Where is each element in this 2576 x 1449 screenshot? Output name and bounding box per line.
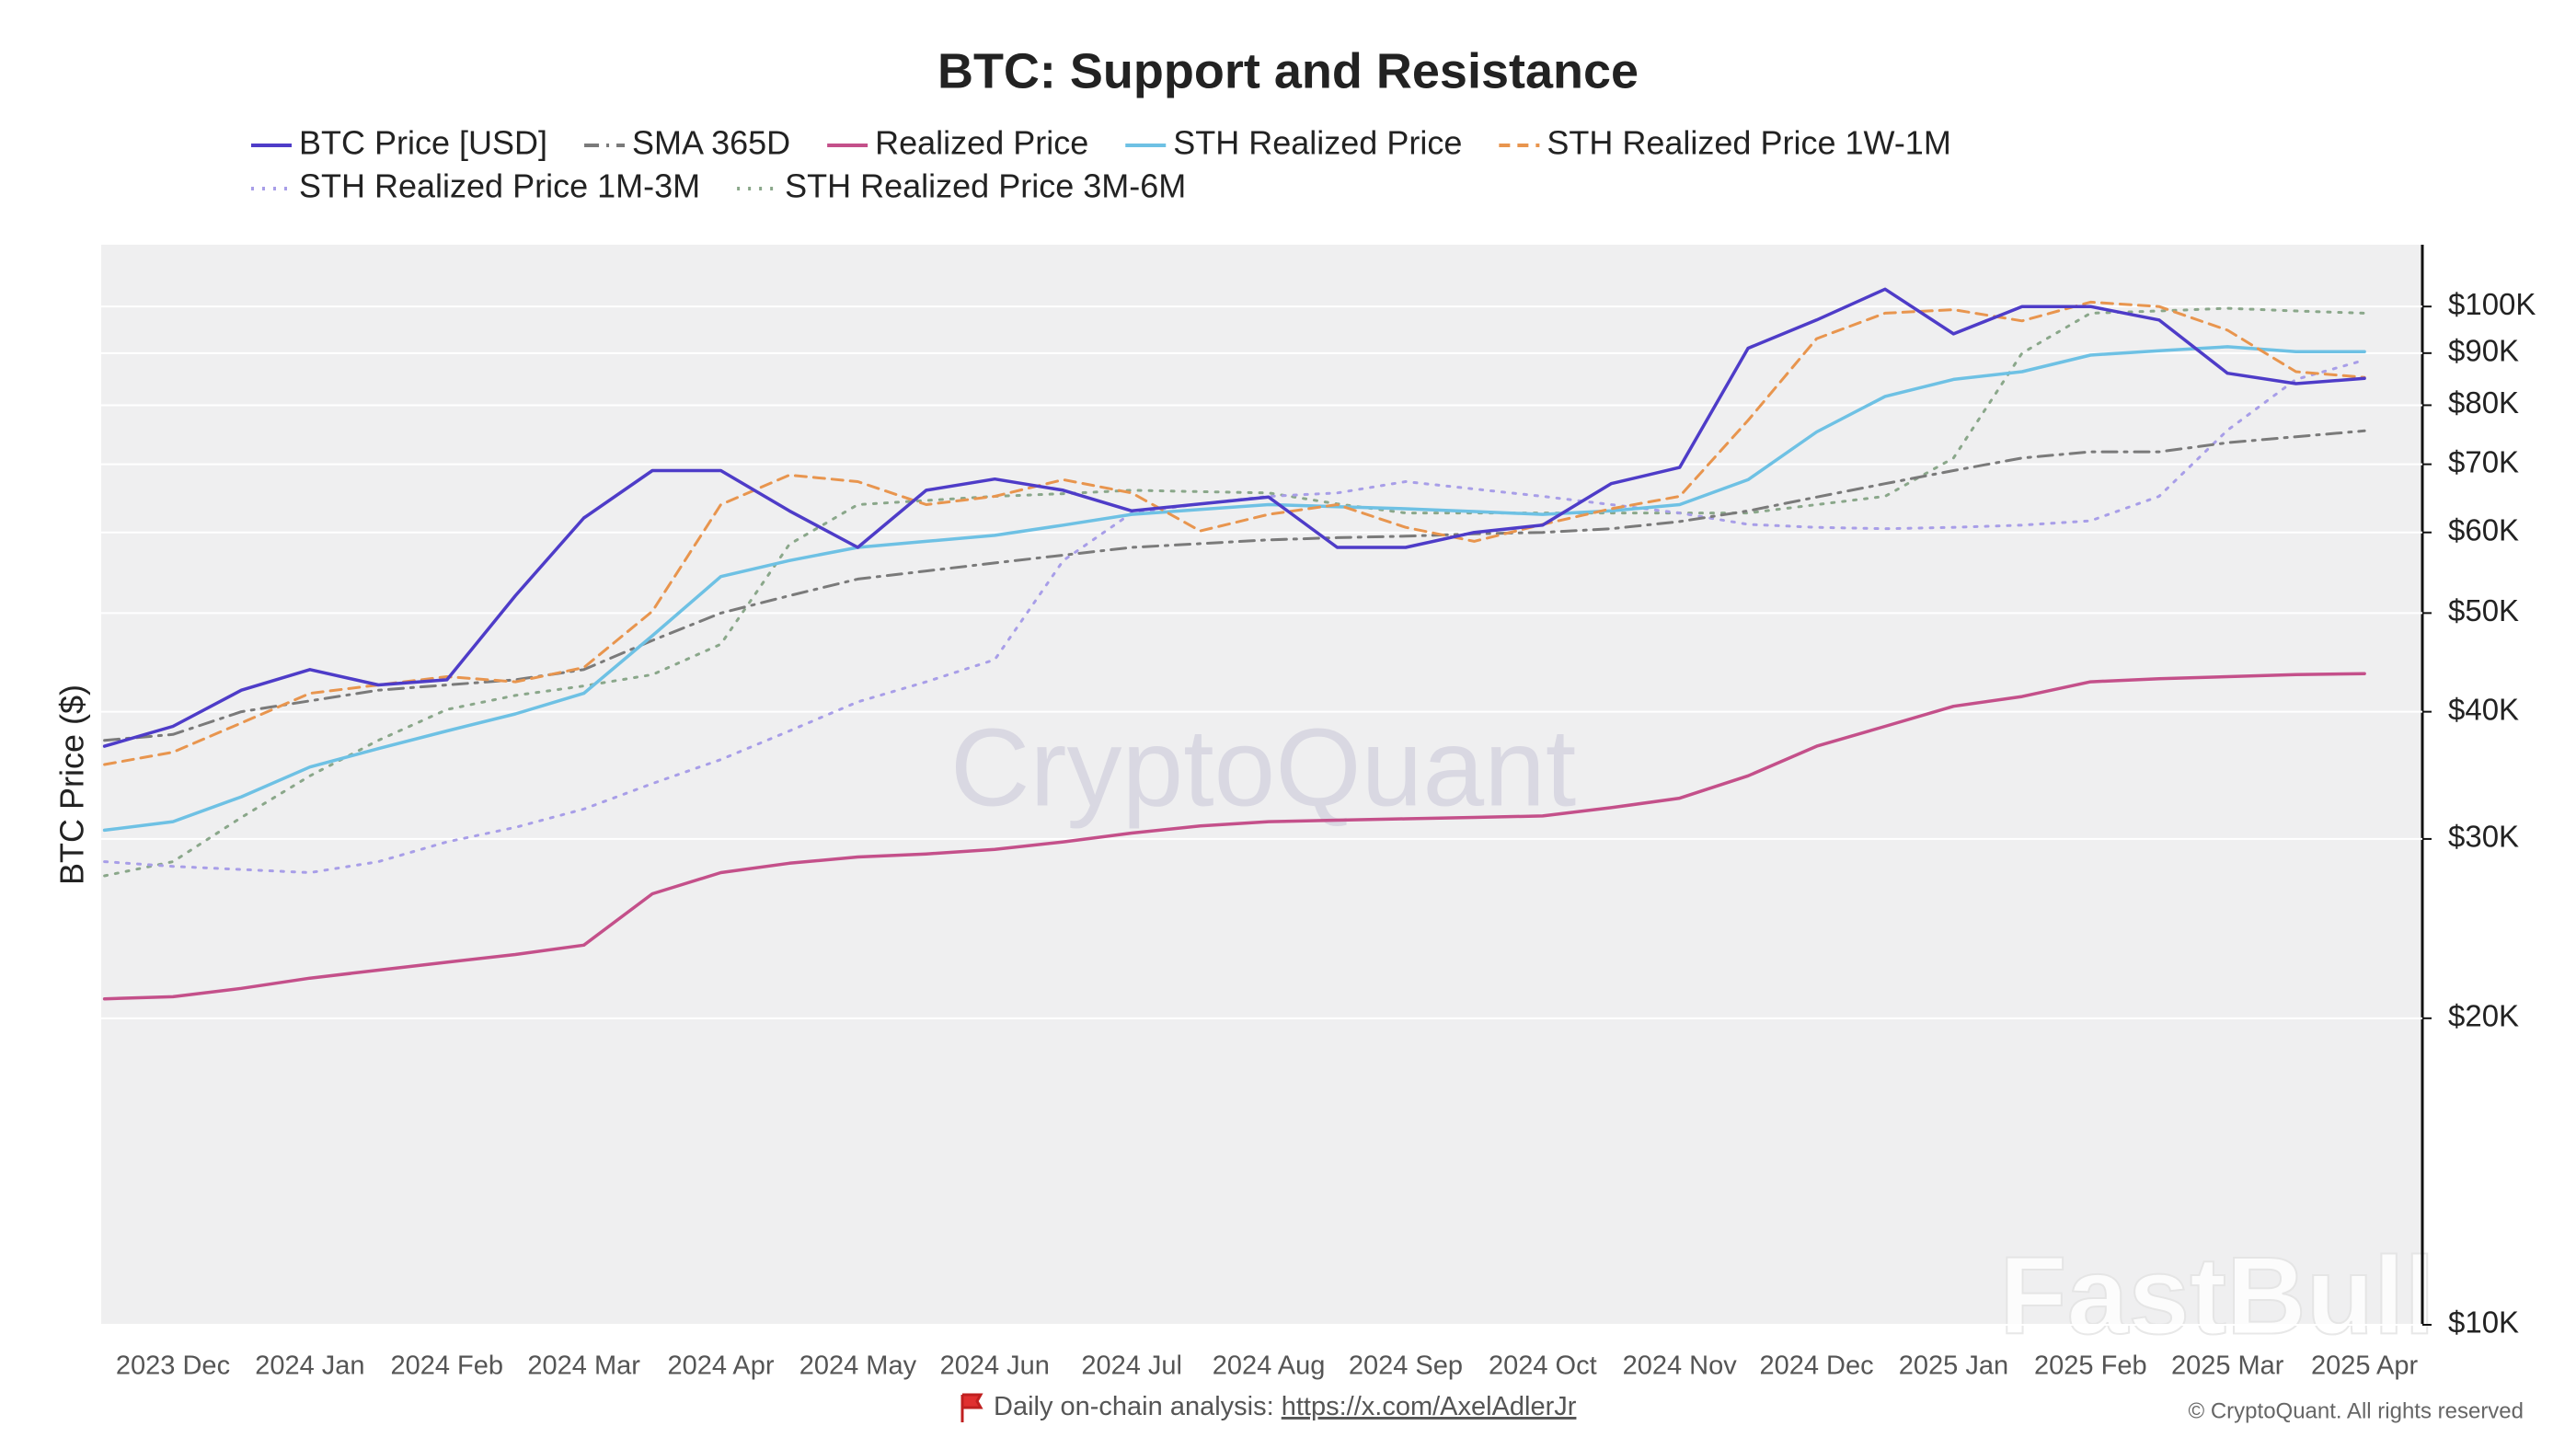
x-tick-label: 2025 Apr <box>2311 1351 2418 1381</box>
watermark: FastBull <box>1999 1235 2434 1358</box>
footer-label: Daily on-chain analysis: <box>994 1392 1274 1421</box>
legend-label: STH Realized Price 1M-3M <box>299 167 700 205</box>
x-tick-label: 2024 Jul <box>1081 1351 1182 1381</box>
y-tick-label: $100K <box>2448 287 2536 321</box>
x-tick-label: 2024 Sep <box>1349 1351 1463 1381</box>
x-tick-label: 2023 Dec <box>116 1351 230 1381</box>
legend-label: STH Realized Price 1W-1M <box>1547 124 1950 162</box>
x-tick-label: 2024 Aug <box>1213 1351 1326 1381</box>
y-tick-label: $40K <box>2448 692 2519 726</box>
legend-item: STH Realized Price 1M-3M <box>251 167 700 205</box>
series-line <box>102 345 2366 833</box>
x-tick-label: 2024 Feb <box>390 1351 503 1381</box>
legend-label: STH Realized Price <box>1173 124 1462 162</box>
y-tick-label: $70K <box>2448 444 2519 478</box>
series-line <box>103 300 2366 766</box>
series-line <box>102 287 2366 748</box>
x-tick-label: 2025 Jan <box>1899 1351 2008 1381</box>
chart-title: BTC: Support and Resistance <box>937 43 1639 98</box>
x-tick-label: 2024 Nov <box>1623 1351 1738 1381</box>
y-tick-label: $30K <box>2448 820 2519 854</box>
x-tick-label: 2025 Feb <box>2034 1351 2147 1381</box>
x-tick-label: 2024 Apr <box>667 1351 774 1381</box>
legend-label: Realized Price <box>875 124 1088 162</box>
series-line <box>102 672 2366 1001</box>
footer-text: Daily on-chain analysis: https://x.com/A… <box>994 1392 1577 1421</box>
y-tick-label: $90K <box>2448 334 2519 368</box>
legend-item: SMA 365D <box>584 124 790 162</box>
footer: Daily on-chain analysis: https://x.com/A… <box>960 1392 1577 1422</box>
x-tick-label: 2024 Dec <box>1759 1351 1873 1381</box>
y-tick-label: $10K <box>2448 1305 2519 1340</box>
y-tick-label: $60K <box>2448 512 2519 546</box>
watermark: CryptoQuant <box>950 707 1576 830</box>
x-tick-label: 2024 Jan <box>255 1351 364 1381</box>
copyright: © CryptoQuant. All rights reserved <box>2189 1398 2524 1423</box>
y-tick-label: $50K <box>2448 593 2519 627</box>
legend-label: STH Realized Price 3M-6M <box>785 167 1186 205</box>
x-tick-label: 2024 Mar <box>527 1351 640 1381</box>
legend-item: STH Realized Price <box>1125 124 1462 162</box>
legend-label: SMA 365D <box>632 124 790 162</box>
series-line <box>103 429 2366 742</box>
x-tick-label: 2024 May <box>799 1351 917 1381</box>
footer-link[interactable]: https://x.com/AxelAdlerJr <box>1282 1392 1577 1421</box>
y-tick-label: $20K <box>2448 999 2519 1033</box>
y-tick-label: $80K <box>2448 385 2519 420</box>
legend-item: Realized Price <box>827 124 1088 162</box>
flag-icon <box>960 1393 983 1422</box>
legend-item: STH Realized Price 3M-6M <box>737 167 1186 205</box>
x-tick-label: 2025 Mar <box>2171 1351 2284 1381</box>
legend-item: STH Realized Price 1W-1M <box>1499 124 1951 162</box>
plot-background <box>101 245 2422 1325</box>
y-axis-label: BTC Price ($) <box>53 684 91 885</box>
legend-label: BTC Price [USD] <box>299 124 547 162</box>
series-line <box>103 306 2366 878</box>
x-tick-label: 2024 Oct <box>1489 1351 1597 1381</box>
series-line <box>103 358 2366 874</box>
x-tick-label: 2024 Jun <box>940 1351 1050 1381</box>
legend-item: BTC Price [USD] <box>251 124 547 162</box>
